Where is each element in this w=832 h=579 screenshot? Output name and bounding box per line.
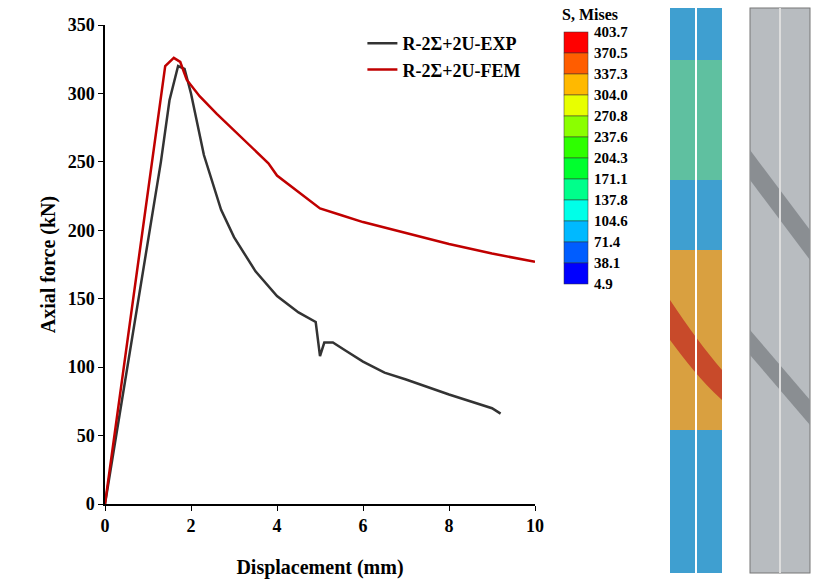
svg-text:403.7: 403.7 [594, 24, 628, 40]
svg-text:71.4: 71.4 [594, 234, 621, 250]
svg-text:304.0: 304.0 [594, 87, 628, 103]
svg-text:204.3: 204.3 [594, 150, 628, 166]
svg-text:137.8: 137.8 [594, 192, 628, 208]
svg-text:10: 10 [526, 516, 544, 536]
svg-text:100: 100 [68, 357, 95, 377]
svg-text:8: 8 [445, 516, 454, 536]
svg-text:250: 250 [68, 152, 95, 172]
svg-text:337.3: 337.3 [594, 66, 628, 82]
svg-text:370.5: 370.5 [594, 45, 628, 61]
svg-text:50: 50 [77, 426, 95, 446]
svg-text:6: 6 [359, 516, 368, 536]
svg-text:237.6: 237.6 [594, 129, 628, 145]
svg-text:4: 4 [273, 516, 282, 536]
svg-text:R-2Σ+2U-FEM: R-2Σ+2U-FEM [402, 61, 520, 81]
svg-text:S, Mises: S, Mises [562, 6, 618, 23]
svg-text:150: 150 [68, 289, 95, 309]
svg-text:171.1: 171.1 [594, 171, 628, 187]
svg-text:200: 200 [68, 221, 95, 241]
svg-text:R-2Σ+2U-EXP: R-2Σ+2U-EXP [402, 34, 516, 54]
svg-text:104.6: 104.6 [594, 213, 628, 229]
svg-text:2: 2 [187, 516, 196, 536]
svg-text:38.1: 38.1 [594, 255, 620, 271]
svg-text:4.9: 4.9 [594, 276, 613, 292]
svg-text:Axial force (kN): Axial force (kN) [37, 196, 60, 333]
svg-text:Displacement (mm): Displacement (mm) [236, 556, 403, 579]
svg-text:300: 300 [68, 84, 95, 104]
svg-text:0: 0 [101, 516, 110, 536]
svg-text:270.8: 270.8 [594, 108, 628, 124]
svg-text:350: 350 [68, 15, 95, 35]
svg-text:0: 0 [86, 494, 95, 514]
